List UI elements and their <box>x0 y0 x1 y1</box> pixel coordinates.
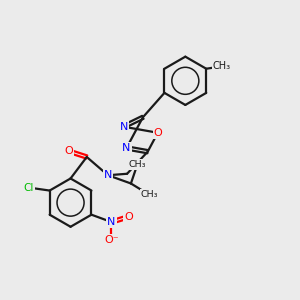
Text: Cl: Cl <box>24 183 34 193</box>
Text: O: O <box>124 212 133 222</box>
Text: O: O <box>153 128 162 138</box>
Text: N: N <box>119 122 128 132</box>
Text: O: O <box>64 146 73 156</box>
Text: CH₃: CH₃ <box>140 190 158 199</box>
Text: N: N <box>107 217 116 227</box>
Text: CH₃: CH₃ <box>129 160 146 169</box>
Text: N: N <box>104 170 112 180</box>
Text: N: N <box>122 143 131 153</box>
Text: O⁻: O⁻ <box>104 235 119 245</box>
Text: CH₃: CH₃ <box>212 61 231 71</box>
